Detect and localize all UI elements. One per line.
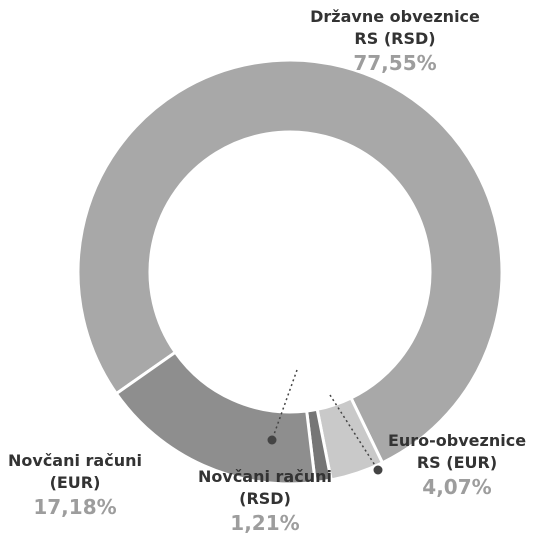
slice-label: Novčani računi (RSD) 1,21% [180,466,350,536]
leader-line [271,369,298,441]
category-name: Euro-obveznice RS (EUR) [387,431,527,472]
value-label: 4,07% [422,475,492,499]
slice [76,58,504,465]
category-name: Novčani računi (EUR) [8,451,142,492]
slice-label: Državne obveznice RS (RSD) 77,55% [300,6,490,76]
leader-dot [373,465,383,475]
slice [114,350,317,486]
value-label: 1,21% [230,511,300,535]
leader-dot [267,435,277,445]
slice-label: Novčani računi (EUR) 17,18% [0,450,150,520]
value-label: 77,55% [353,51,437,75]
category-name: Državne obveznice RS (RSD) [310,7,480,48]
value-label: 17,18% [33,495,117,519]
slice-label: Euro-obveznice RS (EUR) 4,07% [382,430,532,500]
category-name: Novčani računi (RSD) [198,467,332,508]
